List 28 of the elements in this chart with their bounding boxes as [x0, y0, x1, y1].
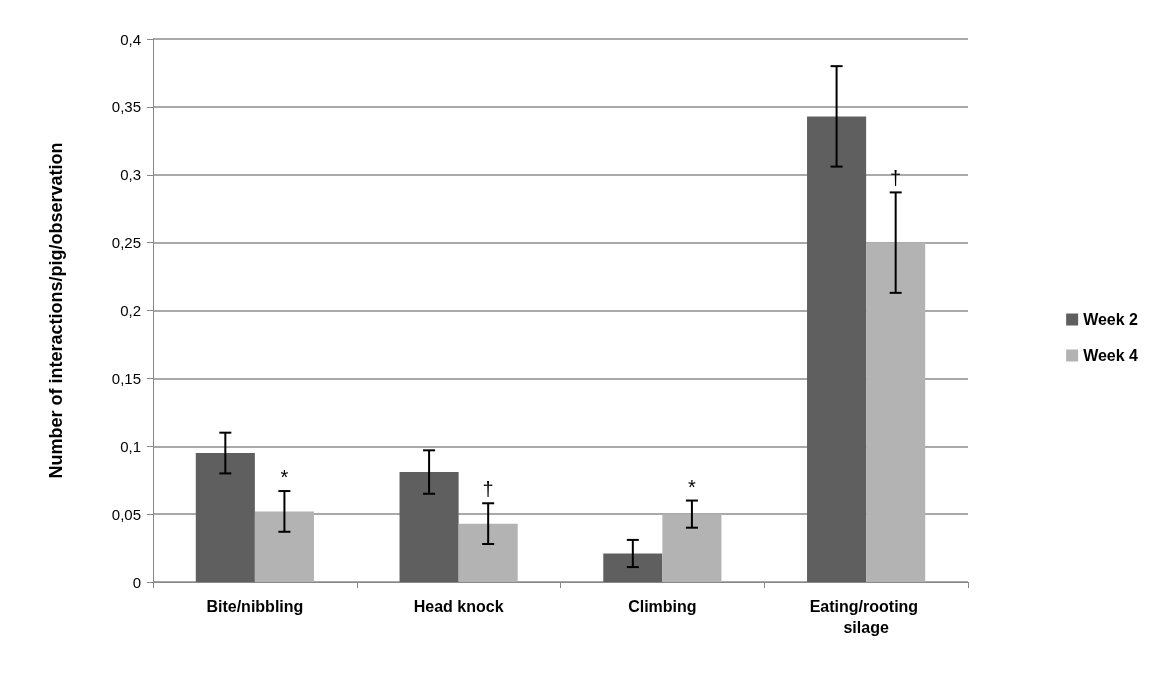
y-tick-label: 0,25: [111, 234, 141, 252]
bar: [458, 523, 518, 582]
x-tick-label: Head knock: [413, 598, 504, 615]
annotation: *: [280, 466, 289, 489]
y-tick-label: 0: [132, 573, 141, 591]
bar: [195, 453, 255, 582]
x-tick-label: Bite/nibbling: [206, 598, 304, 615]
y-tick-label: 0,2: [120, 302, 141, 319]
bar: [866, 242, 926, 582]
annotation: †: [482, 478, 494, 501]
y-tick-label: 0,1: [120, 437, 141, 455]
y-tick-label: 0,15: [111, 369, 141, 387]
bar: [603, 553, 663, 582]
bar: [399, 472, 459, 582]
legend-label: Week 2: [1083, 311, 1139, 328]
y-tick-label: 0,35: [111, 98, 141, 116]
x-tick-label: Eating/rooting silage: [809, 598, 923, 636]
bar: [254, 511, 314, 582]
y-tick-label: 0,4: [120, 30, 141, 48]
x-tick-label: Climbing: [628, 598, 697, 615]
y-tick-label: 0,3: [120, 166, 141, 184]
legend-label: Week 4: [1083, 347, 1139, 364]
bar: [662, 514, 722, 582]
y-tick-label: 0,05: [111, 505, 141, 523]
annotation: †: [890, 167, 902, 190]
y-axis-title: Number of interactions/pig/observation: [46, 142, 66, 479]
annotation: *: [688, 475, 697, 498]
bar: [807, 116, 867, 582]
